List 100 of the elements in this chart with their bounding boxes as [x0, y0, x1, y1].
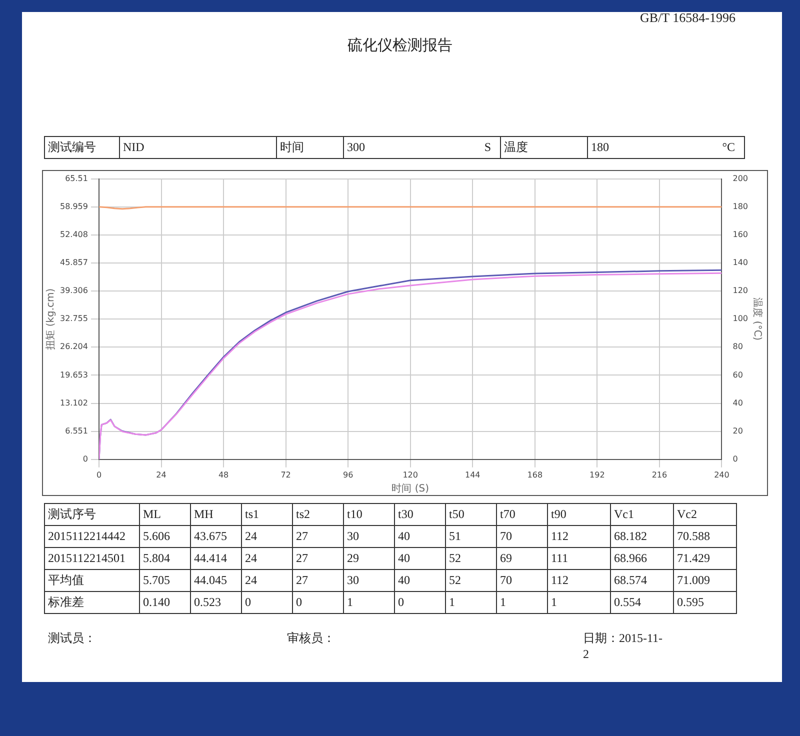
- text: 测试编号: [44, 136, 120, 158]
- text: 44.414: [190, 548, 242, 570]
- y2-axis-title: 温度 (°C): [751, 298, 764, 341]
- text: 69: [496, 548, 548, 570]
- text: 43.675: [190, 526, 242, 548]
- text: Vc1: [610, 504, 674, 526]
- text: 24: [242, 526, 292, 548]
- text: 1: [344, 592, 394, 614]
- x-tick-label: 96: [342, 470, 354, 480]
- text: 标准差: [44, 592, 140, 614]
- text: 52: [446, 570, 496, 592]
- x-tick-label: 120: [402, 470, 418, 480]
- y-tick-label: 52.408: [60, 230, 88, 239]
- text: 0: [292, 592, 344, 614]
- y2-tick-label: 80: [732, 342, 743, 352]
- text: 测试序号: [44, 504, 140, 526]
- text: °C: [722, 140, 735, 155]
- text: 24: [242, 570, 292, 592]
- y-tick-label: 0: [82, 454, 88, 464]
- text: 68.182: [610, 526, 674, 548]
- y2-tick-label: 20: [732, 426, 743, 436]
- text: 70: [496, 526, 548, 548]
- y2-tick-label: 100: [732, 314, 748, 324]
- x-tick-label: 0: [96, 470, 102, 480]
- text: 0.595: [674, 592, 736, 614]
- y-tick-label: 45.857: [60, 258, 88, 268]
- text: 44.045: [190, 570, 242, 592]
- x-axis-title: 时间 (S): [392, 482, 430, 495]
- text: 0: [394, 592, 446, 614]
- y2-tick-label: 180: [732, 202, 748, 211]
- text: 27: [292, 570, 344, 592]
- y2-tick-label: 120: [732, 286, 748, 296]
- x-tick-label: 216: [652, 470, 668, 480]
- chart-title: 硫化仪检测报告: [346, 36, 454, 55]
- text: 0.554: [610, 592, 674, 614]
- y2-tick-label: 0: [732, 454, 738, 464]
- text: 时间: [276, 136, 344, 158]
- text: t10: [344, 504, 394, 526]
- text: 180: [591, 140, 609, 154]
- x-tick-label: 48: [218, 470, 229, 480]
- x-tick-label: 24: [156, 470, 166, 480]
- y-tick-label: 32.755: [60, 314, 88, 324]
- text: 1: [446, 592, 496, 614]
- text: 29: [344, 548, 394, 570]
- text: 5.804: [140, 548, 190, 570]
- text: 70.588: [674, 526, 736, 548]
- text: Vc2: [674, 504, 736, 526]
- text: S: [484, 140, 491, 155]
- y-axis-title: 扭矩 (kg.cm): [44, 288, 57, 350]
- text: 112: [548, 570, 610, 592]
- text: 52: [446, 548, 496, 570]
- text: 30: [344, 526, 394, 548]
- text: 70: [496, 570, 548, 592]
- y-tick-label: 58.959: [60, 202, 88, 211]
- text: 24: [242, 548, 292, 570]
- text: 温度: [500, 136, 588, 158]
- text: t70: [496, 504, 548, 526]
- x-tick-label: 144: [464, 470, 480, 480]
- text: ts1: [242, 504, 292, 526]
- text: 40: [394, 548, 446, 570]
- text: 30: [344, 570, 394, 592]
- text: MH: [190, 504, 242, 526]
- text: 51: [446, 526, 496, 548]
- text: 2015112214501: [44, 548, 140, 570]
- text: 112: [548, 526, 610, 548]
- text: 111: [548, 548, 610, 570]
- y-tick-label: 39.306: [60, 286, 88, 296]
- text: 1: [496, 592, 548, 614]
- y2-tick-label: 40: [732, 398, 743, 408]
- text: t50: [446, 504, 496, 526]
- y2-tick-label: 160: [732, 230, 748, 239]
- x-tick-label: 168: [527, 470, 543, 480]
- y2-tick-label: 60: [732, 370, 743, 380]
- text: t30: [394, 504, 446, 526]
- x-tick-label: 192: [590, 470, 605, 480]
- text: 40: [394, 526, 446, 548]
- text: 0.523: [190, 592, 242, 614]
- text: 0.140: [140, 592, 190, 614]
- text: NID: [120, 136, 276, 158]
- text: t90: [548, 504, 610, 526]
- text: 68.966: [610, 548, 674, 570]
- y-tick-label: 26.204: [60, 342, 88, 352]
- text: 300: [347, 140, 365, 154]
- text: 71.429: [674, 548, 736, 570]
- text: 27: [292, 526, 344, 548]
- y-tick-label: 13.102: [60, 398, 88, 408]
- text: 27: [292, 548, 344, 570]
- y-tick-label: 19.653: [60, 370, 88, 380]
- text: 2015112214442: [44, 526, 140, 548]
- text: 平均值: [44, 570, 140, 592]
- y-tick-label: 65.51: [65, 174, 88, 183]
- x-tick-label: 240: [714, 470, 730, 480]
- text: 1: [548, 592, 610, 614]
- text: 68.574: [610, 570, 674, 592]
- text: GB/T 16584-1996: [640, 10, 736, 26]
- y-tick-label: 6.551: [65, 426, 88, 436]
- text: 5.606: [140, 526, 190, 548]
- text: 日期：2015-11-2: [583, 630, 663, 662]
- text: 0: [242, 592, 292, 614]
- y2-tick-label: 140: [732, 258, 748, 268]
